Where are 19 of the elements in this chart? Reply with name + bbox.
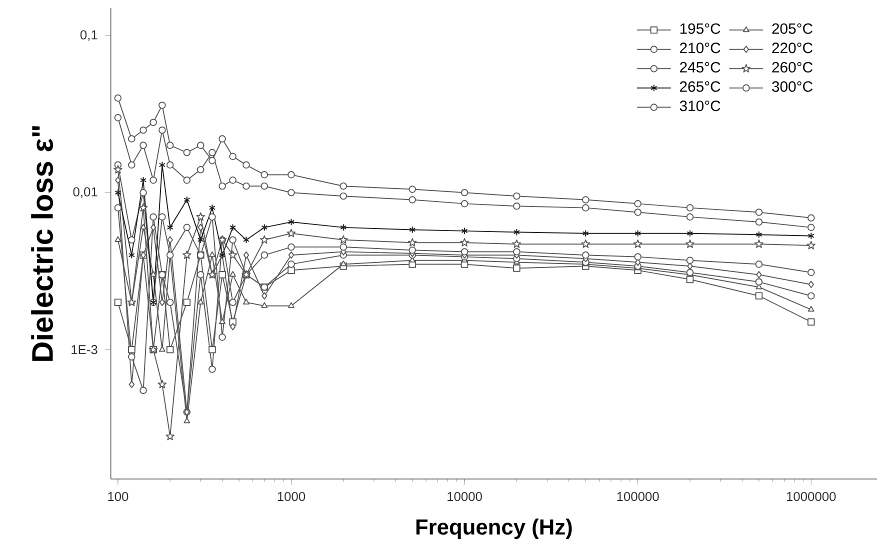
legend-label: 260°C [772,62,812,72]
legend-label: 205°C [772,23,812,34]
legend-label: 210°C [680,42,720,53]
x-tick-label: 10000 [448,492,482,501]
x-tick-label: 100 [108,492,128,501]
x-axis-title: Frequency (Hz) [416,518,572,539]
y-tick-label: 1E-3 [72,344,98,354]
y-axis-title: Dielectric loss ε" [31,126,54,361]
legend-label: 195°C [680,23,720,34]
legend-label: 310°C [680,100,720,111]
legend-label: 245°C [680,62,720,72]
legend-label: 220°C [772,42,812,53]
y-tick-label: 0,01 [73,187,98,198]
x-tick-label: 1000 [278,492,306,501]
y-tick-label: 0,1 [80,30,98,41]
legend-label: 265°C [680,81,720,92]
x-tick-label: 100000 [617,492,659,501]
legend-label: 300°C [772,81,812,92]
x-tick-label: 1000000 [786,492,836,501]
